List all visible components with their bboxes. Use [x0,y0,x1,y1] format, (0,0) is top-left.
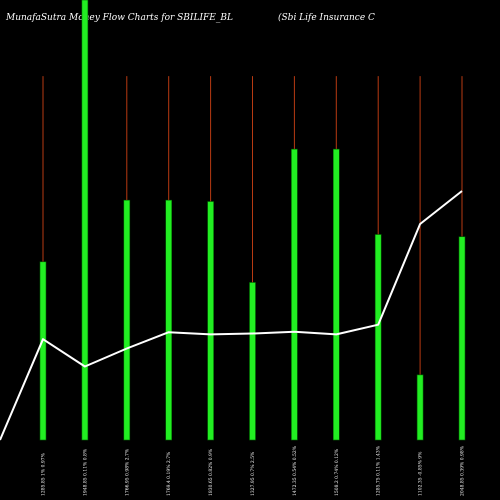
bar-group [39,0,466,441]
x-tick-label-0: 1285.85 1% 0.97% [41,452,47,496]
line-group [0,190,463,441]
x-tick-labels: 1285.85 1% 0.97% 1948.85 0.11% 0.8% 1766.9… [41,445,466,496]
x-tick-label-9: 1102.35 -0.85% 9% [418,451,424,496]
bar-5 [249,282,256,441]
chart-title-left: MunafaSutra Money Flow Charts for SBILIF… [5,13,233,23]
x-tick-label-8: 1285.75 0.11% 1.43% [376,445,382,496]
x-tick-label-10: 2048.85 0.39% 0.98% [460,445,466,496]
x-tick-label-5: 1327.95 0.7% 2.5% [250,451,256,496]
bar-6 [291,148,298,441]
bar-1 [81,0,89,441]
bar-9 [416,374,424,441]
bar-3 [165,199,172,441]
bar-10 [458,236,466,441]
x-tick-label-6: 1472.35 0.54% 0.52% [292,445,298,496]
bar-7 [332,148,340,441]
chart-title-right: (Sbi Life Insurance C [278,12,375,23]
x-tick-label-3: 1769.4 0.19% 2.7% [166,451,172,496]
money-flow-line [0,190,463,441]
bar-2 [123,199,131,441]
x-tick-label-4: 1830.65 0.82% 0.9% [208,448,214,496]
bar-4 [207,201,214,441]
x-tick-label-1: 1948.85 0.11% 0.8% [82,448,88,496]
bar-8 [374,234,382,441]
bar-0 [39,261,47,441]
x-tick-label-2: 1766.95 0.98% 2.7% [124,448,130,496]
x-tick-label-7: 1508.2 0.74% 0.12% [334,448,340,496]
